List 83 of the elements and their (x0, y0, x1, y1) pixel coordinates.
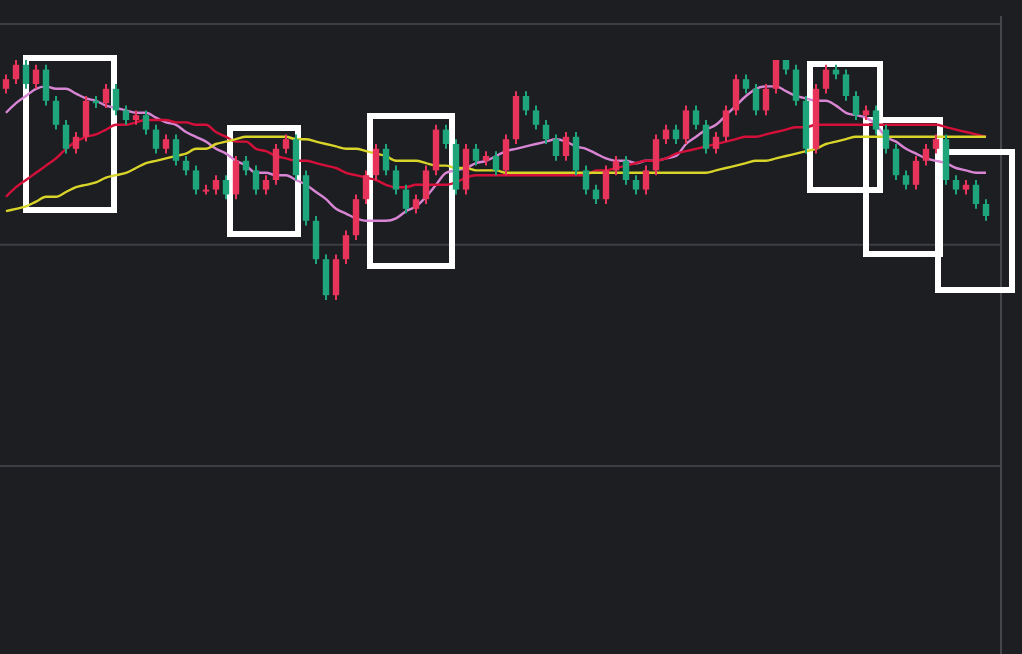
candlestick (162, 133, 170, 155)
candlestick (32, 63, 40, 90)
candlestick (752, 83, 760, 117)
candlestick (62, 119, 70, 155)
candlestick (72, 131, 80, 155)
candlestick (402, 183, 410, 215)
candlestick (532, 104, 540, 131)
candlestick (572, 131, 580, 177)
candlestick (192, 164, 200, 196)
candlestick (632, 174, 640, 196)
candlestick (232, 155, 240, 201)
candlestick (822, 63, 830, 95)
candlestick (682, 104, 690, 145)
candlestick (472, 143, 480, 167)
candlestick (922, 143, 930, 167)
candlestick (972, 179, 980, 210)
candlestick (702, 119, 710, 155)
candlestick (22, 59, 30, 90)
candlestick (332, 253, 340, 301)
candlestick (272, 143, 280, 186)
candlestick (932, 133, 940, 155)
candlestick (882, 123, 890, 155)
candlestick (722, 104, 730, 143)
candlestick (732, 73, 740, 117)
candlestick (292, 133, 300, 181)
candlestick (172, 133, 180, 167)
candlestick (112, 83, 120, 117)
candlestick (712, 131, 720, 155)
candlestick (102, 83, 110, 109)
candlestick (422, 164, 430, 205)
candlestick (352, 193, 360, 241)
candlestick (212, 174, 220, 196)
candlestick (372, 143, 380, 181)
candlestick (982, 198, 990, 222)
candlestick (382, 143, 390, 177)
candlestick (342, 229, 350, 265)
candlestick (622, 155, 630, 186)
candlestick (392, 164, 400, 196)
candlestick (142, 109, 150, 136)
candlestick (852, 90, 860, 121)
candlestick (322, 253, 330, 301)
candlestick (462, 143, 470, 196)
candlestick (772, 59, 780, 95)
candlestick (362, 169, 370, 205)
candlestick (762, 83, 770, 117)
candlestick (52, 95, 60, 131)
candlestick (452, 138, 460, 196)
candlestick (2, 73, 10, 95)
candlestick (282, 133, 290, 155)
candlestick (692, 104, 700, 131)
candlestick (582, 164, 590, 196)
candlestick (412, 193, 420, 215)
candlestick (262, 174, 270, 196)
candlestick (952, 174, 960, 196)
candlestick (82, 95, 90, 143)
candlestick (252, 164, 260, 196)
candlestick (302, 169, 310, 227)
candlestick (512, 90, 520, 145)
candlestick (522, 90, 530, 117)
candlestick (502, 133, 510, 177)
candlestick (432, 123, 440, 177)
candlestick (562, 131, 570, 162)
candlestick (552, 133, 560, 162)
candlestick (152, 123, 160, 155)
candlestick (642, 164, 650, 196)
candlestick (122, 104, 130, 126)
candlestick (742, 73, 750, 95)
candlestick (492, 150, 500, 177)
candlestick (902, 169, 910, 191)
candlestick (312, 215, 320, 265)
candlestick (12, 59, 20, 85)
candlestick (842, 68, 850, 102)
candlestick (872, 104, 880, 136)
candlestick (42, 63, 50, 107)
candlestick (542, 119, 550, 145)
candlestick (602, 164, 610, 205)
candlestick (442, 123, 450, 150)
candlestick (942, 133, 950, 186)
candlestick (892, 143, 900, 181)
candlestick (222, 174, 230, 201)
candlestick (912, 155, 920, 191)
candlestick (792, 63, 800, 107)
candlestick (652, 133, 660, 177)
